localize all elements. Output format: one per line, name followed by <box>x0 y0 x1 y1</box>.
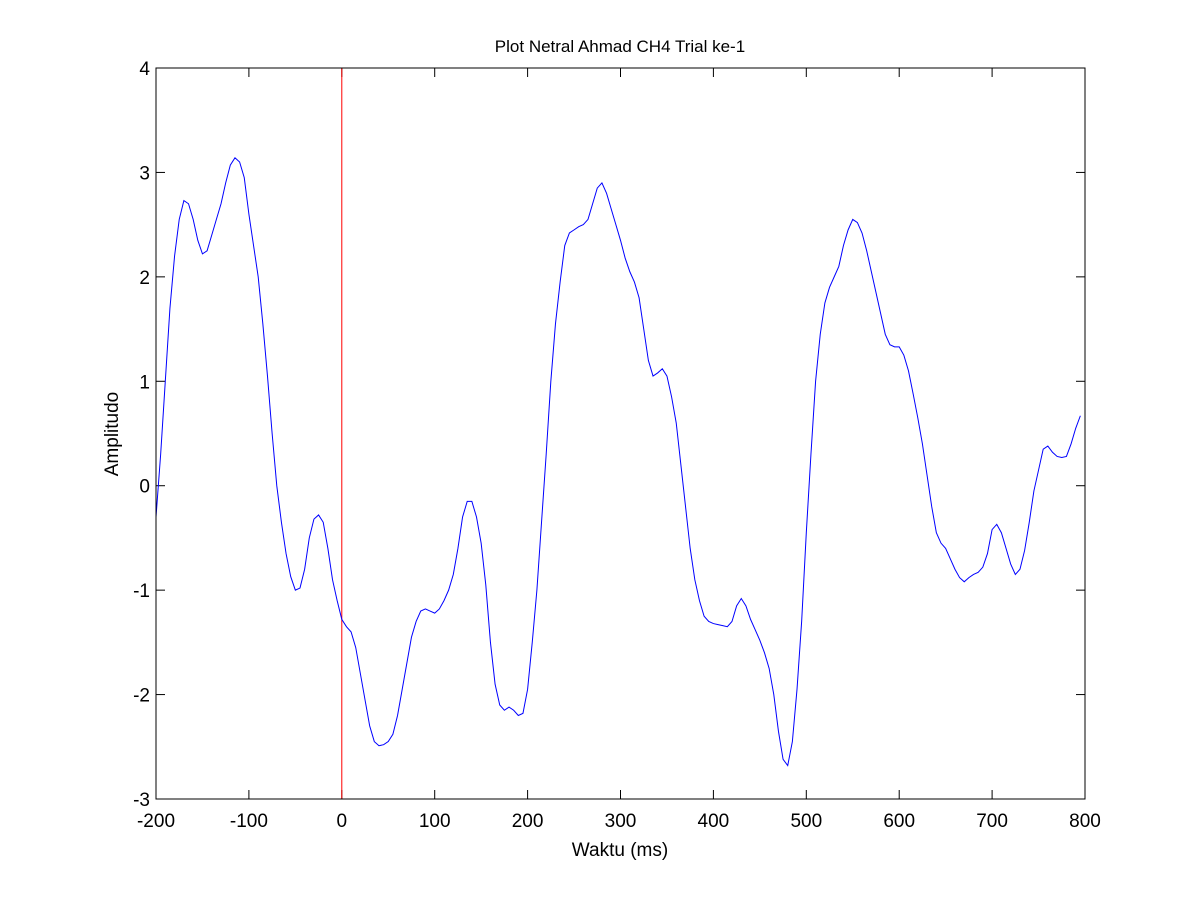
y-tick-label: 4 <box>139 59 150 80</box>
y-tick-label: -2 <box>133 686 150 707</box>
y-tick-label: 0 <box>139 477 150 498</box>
x-tick-label: 800 <box>1069 811 1101 832</box>
axes-box <box>155 67 1086 800</box>
x-tick-label: 500 <box>790 811 822 832</box>
x-tick-label: -100 <box>230 811 268 832</box>
plot-area <box>156 68 1085 799</box>
x-axis-label: Waktu (ms) <box>572 840 668 861</box>
y-tick-label: -1 <box>133 581 150 602</box>
x-tick-label: 0 <box>337 811 348 832</box>
y-tick-label: -3 <box>133 790 150 811</box>
y-axis-label: Amplitudo <box>102 392 123 477</box>
x-tick-label: 100 <box>419 811 451 832</box>
chart-title: Plot Netral Ahmad CH4 Trial ke-1 <box>495 37 745 56</box>
y-tick-label: 2 <box>139 268 150 289</box>
x-tick-label: -200 <box>137 811 175 832</box>
x-tick-label: 700 <box>976 811 1008 832</box>
x-tick-label: 600 <box>883 811 915 832</box>
series-line <box>155 157 1081 767</box>
y-tick-label: 3 <box>139 163 150 184</box>
x-tick-label: 300 <box>605 811 637 832</box>
x-tick-label: 400 <box>698 811 730 832</box>
y-tick-label: 1 <box>139 372 150 393</box>
x-tick-label: 200 <box>512 811 544 832</box>
x-tick-labels: -200 -100 0 100 200 300 400 500 600 700 800 <box>137 811 1101 832</box>
y-tick-labels: -3 -2 -1 0 1 2 3 4 <box>133 59 150 811</box>
